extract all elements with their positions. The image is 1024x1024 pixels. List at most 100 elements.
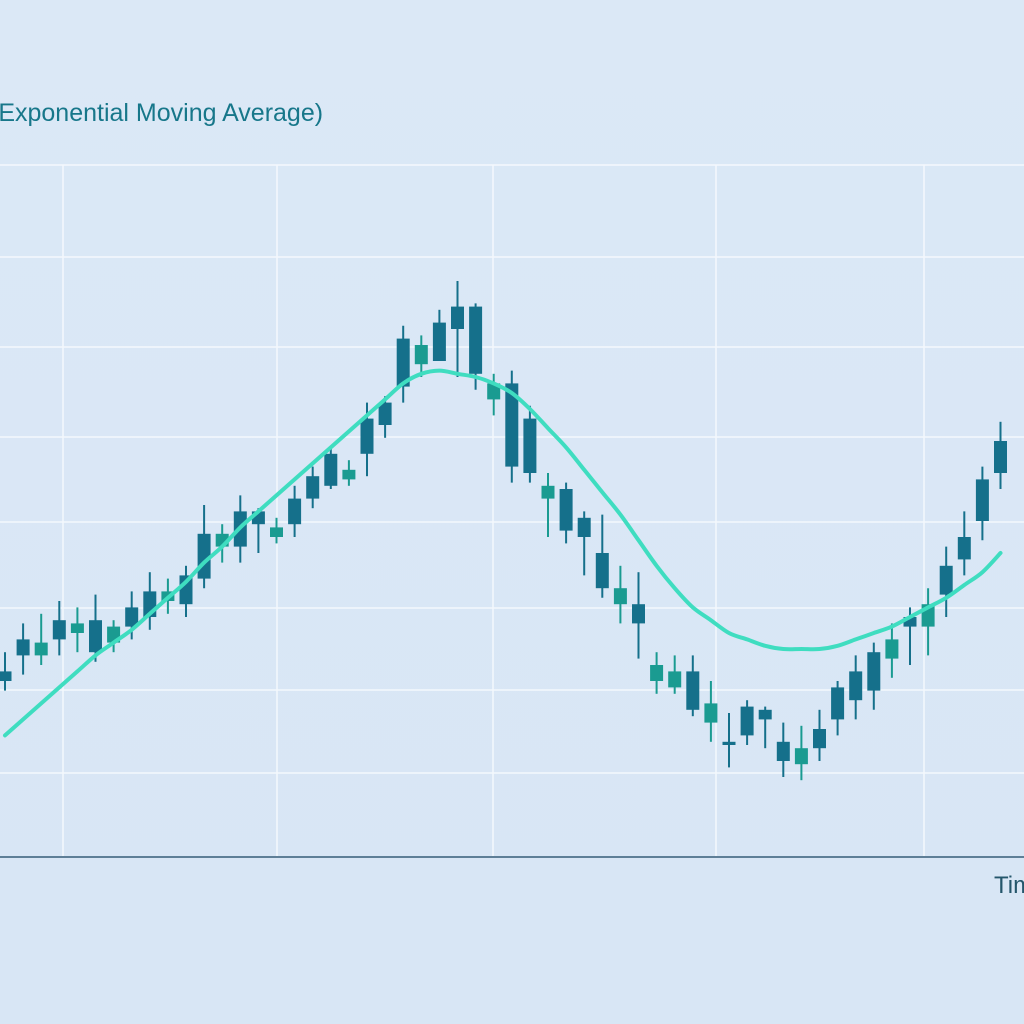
candle-body <box>668 671 682 688</box>
candle-body <box>722 741 736 745</box>
candle-body <box>758 709 772 720</box>
candle-23 <box>396 325 410 403</box>
candle-body <box>957 537 971 560</box>
candle-body <box>89 620 102 653</box>
candle-body <box>324 453 338 486</box>
candle-35 <box>613 565 627 624</box>
candle-body <box>270 527 283 537</box>
candle-body <box>125 607 139 627</box>
candle-28 <box>487 373 501 416</box>
candle-body <box>451 306 464 329</box>
candle-body <box>487 383 501 400</box>
candle-body <box>342 469 356 480</box>
candle-43 <box>758 706 772 749</box>
candle-48 <box>849 655 863 720</box>
candle-19 <box>324 447 338 489</box>
candle-body <box>975 479 989 521</box>
candle-body <box>523 418 537 473</box>
candle-22 <box>378 396 392 438</box>
candle-body <box>939 565 953 595</box>
candle-5 <box>70 607 84 653</box>
candle-25 <box>432 309 446 361</box>
candle-17 <box>288 485 302 537</box>
candle-47 <box>831 681 845 736</box>
candle-body <box>432 322 446 361</box>
candle-body <box>306 476 320 499</box>
candle-body <box>595 553 609 589</box>
candle-body <box>831 687 845 720</box>
candle-body <box>505 383 519 467</box>
candle-42 <box>740 700 754 745</box>
candle-body <box>776 741 790 761</box>
candle-30 <box>523 405 537 483</box>
candle-56 <box>994 421 1007 489</box>
candles <box>0 281 1007 781</box>
candle-12 <box>197 505 211 589</box>
candle-9 <box>143 572 157 630</box>
candle-body <box>903 617 917 627</box>
candle-1 <box>0 652 12 691</box>
candle-body <box>577 517 591 537</box>
candle-44 <box>776 722 790 777</box>
candle-41 <box>722 713 736 768</box>
candle-31 <box>541 473 555 537</box>
candle-55 <box>975 466 989 541</box>
candle-39 <box>686 655 700 717</box>
candle-body <box>632 604 645 624</box>
candle-34 <box>595 514 609 598</box>
candle-body <box>794 748 808 765</box>
ema-line <box>3 368 1003 738</box>
candle-37 <box>650 652 664 694</box>
candle-body <box>849 671 863 701</box>
candle-body <box>396 338 410 387</box>
grid <box>0 164 1024 857</box>
candle-18 <box>306 466 320 509</box>
candle-2 <box>16 623 30 675</box>
candle-46 <box>813 709 826 761</box>
candle-body <box>885 639 899 659</box>
candle-54 <box>957 511 971 576</box>
candle-11 <box>179 565 193 617</box>
candle-body <box>0 671 12 681</box>
candle-body <box>686 671 700 710</box>
candle-body <box>704 703 718 723</box>
candle-16 <box>270 517 283 544</box>
candle-38 <box>668 655 682 694</box>
candle-body <box>16 639 30 656</box>
candle-29 <box>505 370 519 483</box>
candle-body <box>34 642 48 656</box>
candle-24 <box>414 335 428 377</box>
candle-body <box>813 729 826 749</box>
candle-body <box>613 588 627 605</box>
candle-body <box>360 418 374 454</box>
candle-40 <box>704 681 718 742</box>
candle-body <box>541 485 555 499</box>
candle-49 <box>867 642 881 710</box>
chart-title: (Exponential Moving Average) <box>0 99 323 127</box>
candle-body <box>867 652 881 691</box>
candle-body <box>414 345 428 365</box>
candle-45 <box>794 725 808 781</box>
candle-4 <box>52 601 66 656</box>
x-axis-label: Time <box>994 872 1024 899</box>
candle-body <box>559 489 573 531</box>
candle-body <box>378 402 392 425</box>
candle-36 <box>632 572 645 659</box>
candle-20 <box>342 460 356 486</box>
candle-body <box>288 498 302 525</box>
candle-50 <box>885 623 899 678</box>
candle-26 <box>451 281 464 377</box>
candle-33 <box>577 511 591 576</box>
candle-body <box>650 665 664 681</box>
candle-body <box>70 623 84 633</box>
candle-3 <box>34 613 48 665</box>
candle-6 <box>89 594 102 662</box>
candle-body <box>994 441 1007 473</box>
candle-body <box>740 706 754 736</box>
candle-53 <box>939 546 953 617</box>
candle-body <box>52 620 66 640</box>
candle-32 <box>559 482 573 544</box>
candle-body <box>469 306 483 374</box>
